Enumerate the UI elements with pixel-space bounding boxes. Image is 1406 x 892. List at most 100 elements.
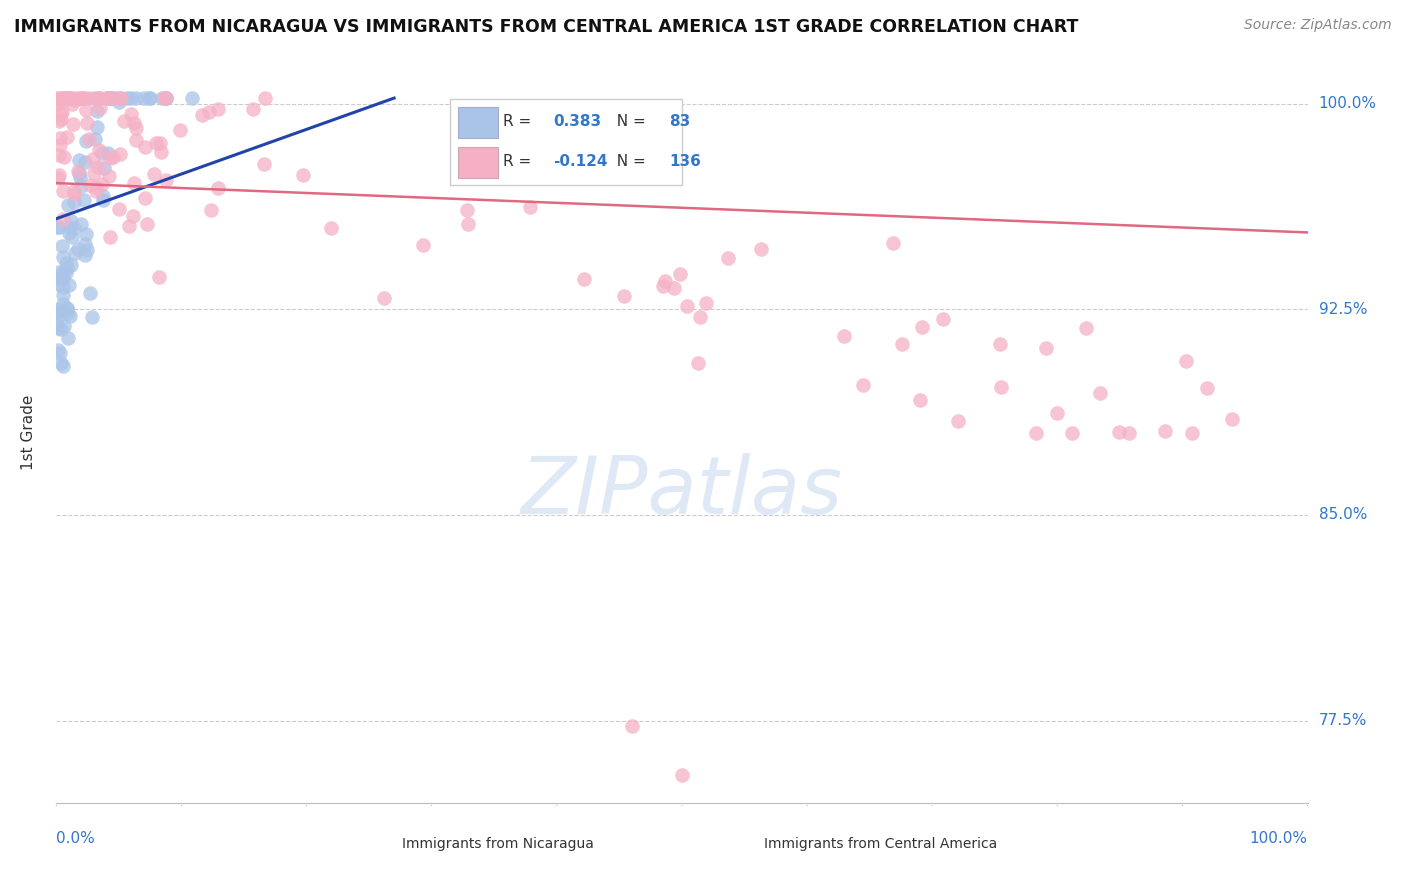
Point xyxy=(143,168,166,182)
Point xyxy=(56,306,79,320)
Point xyxy=(67,166,90,180)
Point xyxy=(67,91,90,105)
Point xyxy=(139,91,162,105)
Point xyxy=(1197,380,1219,394)
Point xyxy=(136,217,159,231)
Point xyxy=(59,91,82,105)
Text: 100.0%: 100.0% xyxy=(1319,96,1376,112)
Point xyxy=(62,184,84,198)
Point xyxy=(207,180,229,194)
Point xyxy=(46,306,69,320)
Point xyxy=(49,322,72,336)
Point xyxy=(125,121,148,136)
Point xyxy=(101,151,124,165)
Point xyxy=(100,91,122,105)
Point xyxy=(52,211,75,226)
Point xyxy=(48,168,70,182)
Point xyxy=(75,103,97,117)
Point xyxy=(695,295,717,310)
Point xyxy=(149,136,172,151)
Point xyxy=(1062,425,1084,440)
Point xyxy=(52,359,75,374)
Point xyxy=(1181,425,1204,440)
Point xyxy=(200,202,222,217)
FancyBboxPatch shape xyxy=(720,831,759,857)
Text: Immigrants from Central America: Immigrants from Central America xyxy=(765,838,998,851)
Point xyxy=(83,132,105,146)
Point xyxy=(82,310,104,325)
Point xyxy=(115,91,138,105)
Point xyxy=(53,91,76,105)
Point xyxy=(852,378,875,392)
Point xyxy=(49,107,72,121)
Point xyxy=(55,256,77,270)
Point xyxy=(148,269,170,284)
Point xyxy=(69,179,91,194)
Text: 77.5%: 77.5% xyxy=(1319,713,1367,728)
Point xyxy=(53,91,76,105)
Point xyxy=(118,219,141,234)
Point xyxy=(169,123,191,137)
Text: IMMIGRANTS FROM NICARAGUA VS IMMIGRANTS FROM CENTRAL AMERICA 1ST GRADE CORRELATI: IMMIGRANTS FROM NICARAGUA VS IMMIGRANTS … xyxy=(14,18,1078,36)
Point xyxy=(65,245,87,260)
Point xyxy=(56,91,79,105)
Point xyxy=(108,91,131,105)
Point xyxy=(155,91,177,105)
Point xyxy=(63,195,86,210)
Point xyxy=(1074,320,1097,334)
FancyBboxPatch shape xyxy=(357,831,396,857)
Point xyxy=(457,217,479,231)
Point xyxy=(1118,425,1140,440)
Point xyxy=(1046,406,1069,420)
Point xyxy=(73,155,96,169)
Point xyxy=(83,91,105,105)
Point xyxy=(669,267,692,281)
Point xyxy=(86,120,108,135)
Point xyxy=(52,184,75,198)
Point xyxy=(908,392,931,407)
Point xyxy=(122,177,145,191)
Point xyxy=(108,202,131,216)
Point xyxy=(120,91,142,105)
Point xyxy=(98,91,121,105)
Point xyxy=(53,150,76,164)
Point xyxy=(69,169,91,184)
Point xyxy=(155,91,177,105)
Point xyxy=(990,380,1012,394)
Point xyxy=(70,218,93,232)
Point xyxy=(56,330,79,344)
Text: Immigrants from Nicaragua: Immigrants from Nicaragua xyxy=(402,838,593,851)
Point xyxy=(688,356,710,370)
Point xyxy=(76,243,98,257)
Point xyxy=(52,271,75,285)
Point xyxy=(63,93,86,107)
Point xyxy=(1025,425,1047,440)
Point xyxy=(70,91,93,105)
Point xyxy=(67,164,90,178)
Point xyxy=(911,319,934,334)
Point xyxy=(56,91,79,105)
Point xyxy=(321,221,343,235)
Point xyxy=(180,91,202,105)
Point xyxy=(112,114,135,128)
Point xyxy=(932,312,955,326)
Point xyxy=(1035,341,1057,355)
Point xyxy=(63,221,86,235)
Point xyxy=(59,91,82,105)
Point xyxy=(58,278,80,293)
Point xyxy=(749,242,772,256)
Point xyxy=(676,299,699,313)
Point xyxy=(52,280,75,294)
Text: 92.5%: 92.5% xyxy=(1319,301,1367,317)
Point xyxy=(46,321,69,335)
Point xyxy=(58,226,80,240)
Point xyxy=(97,146,120,161)
Point xyxy=(98,151,121,165)
Point xyxy=(253,157,276,171)
Point xyxy=(101,91,124,105)
Point xyxy=(67,153,90,167)
Point xyxy=(108,146,131,161)
Point xyxy=(73,236,96,251)
Point xyxy=(122,209,145,223)
Point xyxy=(150,145,173,160)
